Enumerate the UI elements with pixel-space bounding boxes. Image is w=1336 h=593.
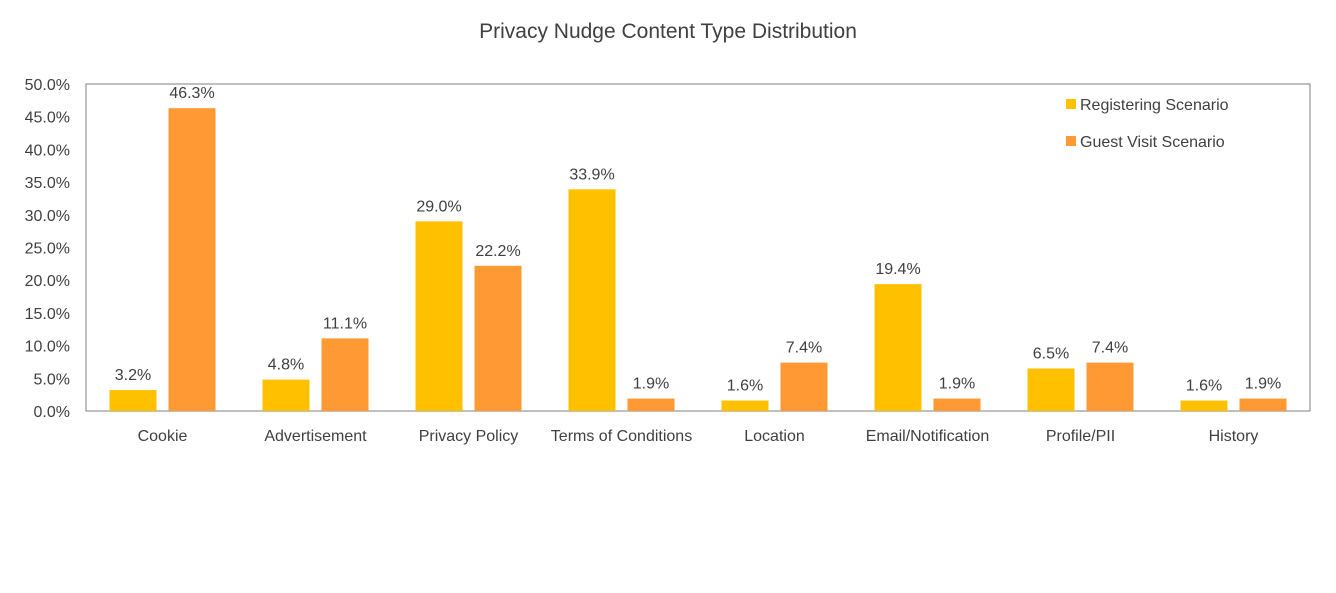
data-label: 6.5% xyxy=(1033,345,1069,362)
y-tick-label: 10.0% xyxy=(25,339,70,356)
data-label-group: 3.2% 46.3% 4.8% 11.1% 29.0% 22.2% 33.9% 1.9% 1.6… xyxy=(115,85,1281,394)
x-tick-label: Privacy Policy xyxy=(419,428,519,445)
data-label: 11.1% xyxy=(323,315,367,332)
bar-registering xyxy=(568,189,616,411)
x-axis: Cookie Advertisement Privacy Policy Terms o… xyxy=(138,428,1259,445)
x-tick-label: Email/Notification xyxy=(866,428,990,445)
y-axis: 0.0% 5.0% 10.0% 15.0% 20.0% 25.0% 30.0% 35.0% 40… xyxy=(25,77,70,421)
x-tick-label: Cookie xyxy=(138,428,188,445)
y-tick-label: 45.0% xyxy=(25,110,70,127)
data-label: 33.9% xyxy=(569,166,614,183)
y-tick-label: 50.0% xyxy=(25,77,70,94)
y-tick-label: 30.0% xyxy=(25,208,70,225)
data-label: 22.2% xyxy=(475,243,520,260)
data-label: 1.6% xyxy=(1186,378,1222,395)
x-tick-label: History xyxy=(1209,428,1259,445)
y-tick-label: 25.0% xyxy=(25,241,70,258)
x-tick-label: Terms of Conditions xyxy=(551,428,692,445)
y-tick-label: 0.0% xyxy=(34,404,70,421)
legend-swatch xyxy=(1066,136,1076,146)
legend: Registering Scenario Guest Visit Scenario xyxy=(1066,97,1229,151)
legend-swatch xyxy=(1066,99,1076,109)
bar-group xyxy=(109,108,1287,411)
y-tick-label: 35.0% xyxy=(25,175,70,192)
data-label: 1.9% xyxy=(1245,376,1281,393)
bar-guest-visit xyxy=(1239,398,1287,411)
y-tick-label: 5.0% xyxy=(34,371,70,388)
bar-guest-visit xyxy=(321,338,369,411)
x-tick-label: Profile/PII xyxy=(1046,428,1115,445)
x-tick-label: Location xyxy=(744,428,805,445)
bar-registering xyxy=(1027,368,1075,411)
data-label: 29.0% xyxy=(416,198,461,215)
y-tick-label: 40.0% xyxy=(25,142,70,159)
y-tick-label: 20.0% xyxy=(25,273,70,290)
data-label: 3.2% xyxy=(115,367,151,384)
x-tick-label: Advertisement xyxy=(264,428,367,445)
bar-registering xyxy=(721,400,769,411)
bar-registering xyxy=(874,284,922,411)
bar-guest-visit xyxy=(1086,362,1134,411)
legend-label: Guest Visit Scenario xyxy=(1080,134,1225,151)
bar-guest-visit xyxy=(933,398,981,411)
y-tick-label: 15.0% xyxy=(25,306,70,323)
data-label: 1.9% xyxy=(939,376,975,393)
legend-label: Registering Scenario xyxy=(1080,97,1229,114)
data-label: 1.6% xyxy=(727,378,763,395)
data-label: 7.4% xyxy=(1092,340,1128,357)
bar-guest-visit xyxy=(780,362,828,411)
bar-registering xyxy=(415,221,463,411)
chart-title: Privacy Nudge Content Type Distribution xyxy=(479,20,857,43)
data-label: 19.4% xyxy=(875,261,920,278)
bar-registering xyxy=(1180,400,1228,411)
bar-guest-visit xyxy=(168,108,216,411)
plot-area-border xyxy=(85,83,1311,412)
data-label: 1.9% xyxy=(633,376,669,393)
bar-guest-visit xyxy=(474,265,522,411)
bar-guest-visit xyxy=(627,398,675,411)
data-label: 7.4% xyxy=(786,340,822,357)
data-label: 4.8% xyxy=(268,357,304,374)
data-label: 46.3% xyxy=(169,85,214,102)
bar-registering xyxy=(109,390,157,411)
bar-registering xyxy=(262,379,310,411)
